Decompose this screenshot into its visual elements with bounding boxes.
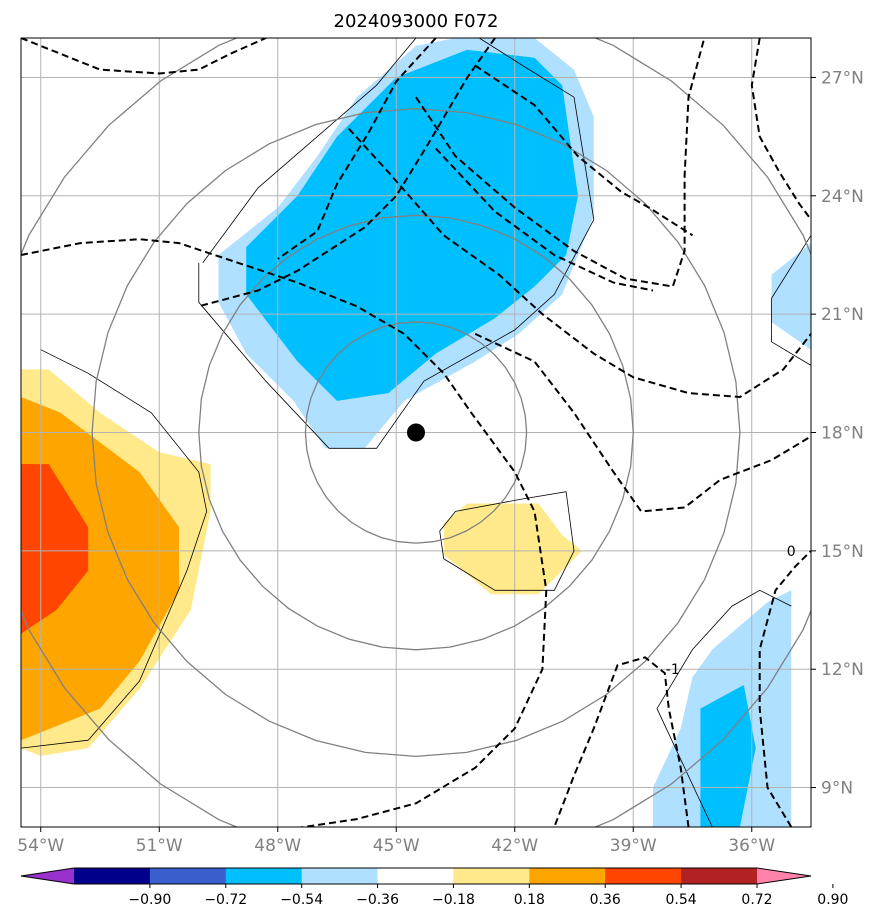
filled-region [443,503,582,595]
x-tick-label: 51°W [136,836,183,856]
dashed-contour [348,128,811,399]
colorbar-segment [301,868,379,884]
dashed-contour [758,550,811,827]
x-tick-label: 54°W [17,836,64,856]
y-tick-label: 12°N [821,660,864,680]
colorbar-tick-label: 0.36 [590,892,621,908]
colorbar-tick-label: 0.54 [666,892,697,908]
field-contour [202,38,417,264]
colorbar-segment [453,868,530,884]
dashed-contour [750,38,811,221]
colorbar-outline [20,867,812,885]
filled-region [21,397,179,741]
filled-region [771,243,811,350]
contour-label: 0 [787,544,796,560]
y-tick-label: 18°N [821,424,864,444]
dashed-contour [277,38,437,260]
y-tick-label: 9°N [821,779,853,799]
field-contour [656,589,792,827]
x-tick-label: 36°W [728,836,775,856]
x-tick-label: 45°W [373,836,420,856]
range-ring [304,321,528,544]
plot-area: 0 -1 [21,38,811,827]
filled-region [246,49,578,401]
y-tick-label: 15°N [821,542,864,562]
colorbar-tick-label: 0.72 [741,892,772,908]
dashed-contour [198,38,496,308]
filled-region [700,685,756,827]
dashed-contour [474,332,811,513]
y-tick-label: 24°N [821,187,864,207]
colorbar-segment [225,868,303,884]
dashed-contour [553,656,690,827]
colorbar-segment [149,868,227,884]
range-ring [198,214,634,651]
contour-label: -1 [666,662,680,678]
dashed-contour [435,147,654,292]
y-tick-label: 21°N [821,305,864,325]
colorbar-tick-label: 0.18 [514,892,545,908]
colorbar-segment [377,868,454,884]
field-contour [771,235,811,366]
range-ring [91,107,741,758]
x-tick-label: 42°W [491,836,538,856]
colorbar-tick-label: −0.90 [128,892,171,908]
field-contour [198,38,595,449]
colorbar-tick-label: −0.18 [432,892,475,908]
colorbar-tick-label: −0.54 [280,892,323,908]
filled-region [21,464,89,634]
colorbar: −0.90 −0.72 −0.54 −0.36 −0.18 0.18 0.36 0.54 0.7… [20,867,848,908]
storm-center-marker [407,423,425,442]
field-contour [439,491,575,591]
colorbar-extend-low [21,868,74,884]
field-contour [21,349,208,749]
colorbar-segment [74,868,151,884]
dashed-contour [415,38,706,288]
colorbar-tick-label: −0.36 [356,892,399,908]
y-tick-label: 27°N [821,68,864,88]
colorbar-tick-label: 0.90 [817,892,848,908]
range-ring [21,38,811,827]
colorbar-segment [681,868,758,884]
chart-title: 2024093000 F072 [334,11,499,32]
dashed-contour [474,64,694,237]
colorbar-segment [605,868,682,884]
x-tick-label: 48°W [254,836,301,856]
axis-ticks: 54°W 51°W 48°W 45°W 42°W 39°W 36°W 27°N 24°N 21°N… [17,68,864,856]
colorbar-segment [529,868,606,884]
dashed-contour [21,38,267,75]
dashed-contour [21,238,548,827]
x-tick-label: 39°W [610,836,657,856]
colorbar-tick-label: −0.72 [204,892,247,908]
colorbar-extend-high [757,868,811,884]
